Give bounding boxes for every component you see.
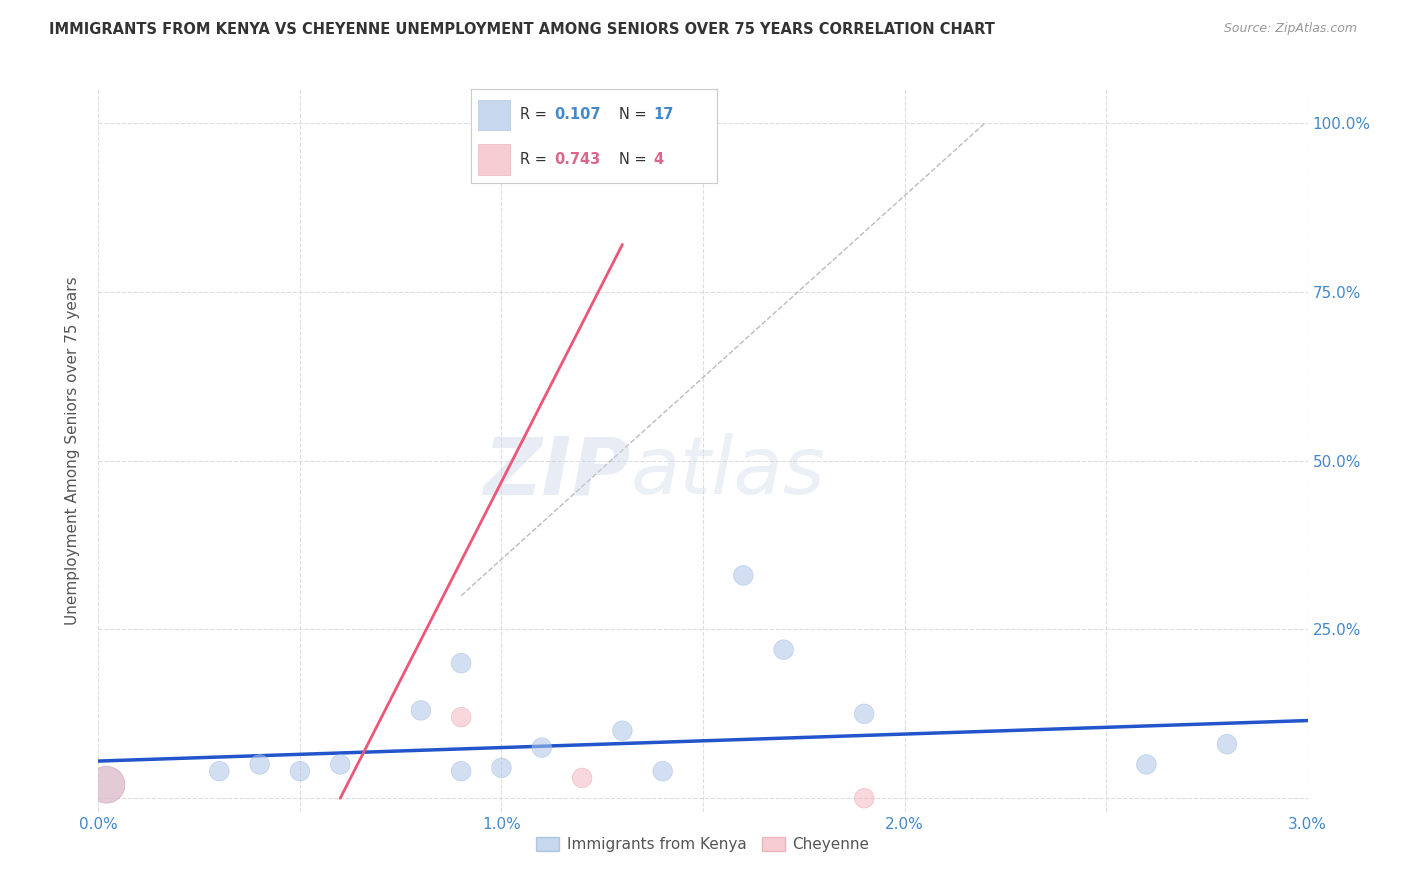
Bar [478,145,510,176]
Point [772,642,794,657]
Point [530,740,553,755]
Point [96,778,118,792]
Text: 4: 4 [652,153,664,168]
Point [853,706,876,721]
Point [733,568,755,582]
Point [651,764,673,779]
Bar [478,100,510,130]
Point [1216,737,1239,751]
Text: R =: R = [520,153,551,168]
Y-axis label: Unemployment Among Seniors over 75 years: Unemployment Among Seniors over 75 years [65,277,80,624]
Point [450,710,472,724]
Text: Source: ZipAtlas.com: Source: ZipAtlas.com [1223,22,1357,36]
Point [249,757,271,772]
Text: R =: R = [520,107,551,122]
Text: N =: N = [619,153,651,168]
Point [450,656,472,670]
Point [208,764,231,779]
Point [853,791,876,805]
Text: IMMIGRANTS FROM KENYA VS CHEYENNE UNEMPLOYMENT AMONG SENIORS OVER 75 YEARS CORRE: IMMIGRANTS FROM KENYA VS CHEYENNE UNEMPL… [49,22,995,37]
Point [96,778,118,792]
Text: N =: N = [619,107,651,122]
Text: 0.107: 0.107 [554,107,602,122]
Text: ZIP: ZIP [484,434,630,511]
Text: atlas: atlas [630,434,825,511]
Text: 0.743: 0.743 [554,153,600,168]
Legend: Immigrants from Kenya, Cheyenne: Immigrants from Kenya, Cheyenne [530,831,876,858]
Point [329,757,352,772]
Point [409,703,432,717]
Point [288,764,311,779]
Point [450,764,472,779]
Point [612,723,634,738]
Point [571,771,593,785]
Point [1135,757,1157,772]
Point [491,761,513,775]
Text: 17: 17 [652,107,673,122]
